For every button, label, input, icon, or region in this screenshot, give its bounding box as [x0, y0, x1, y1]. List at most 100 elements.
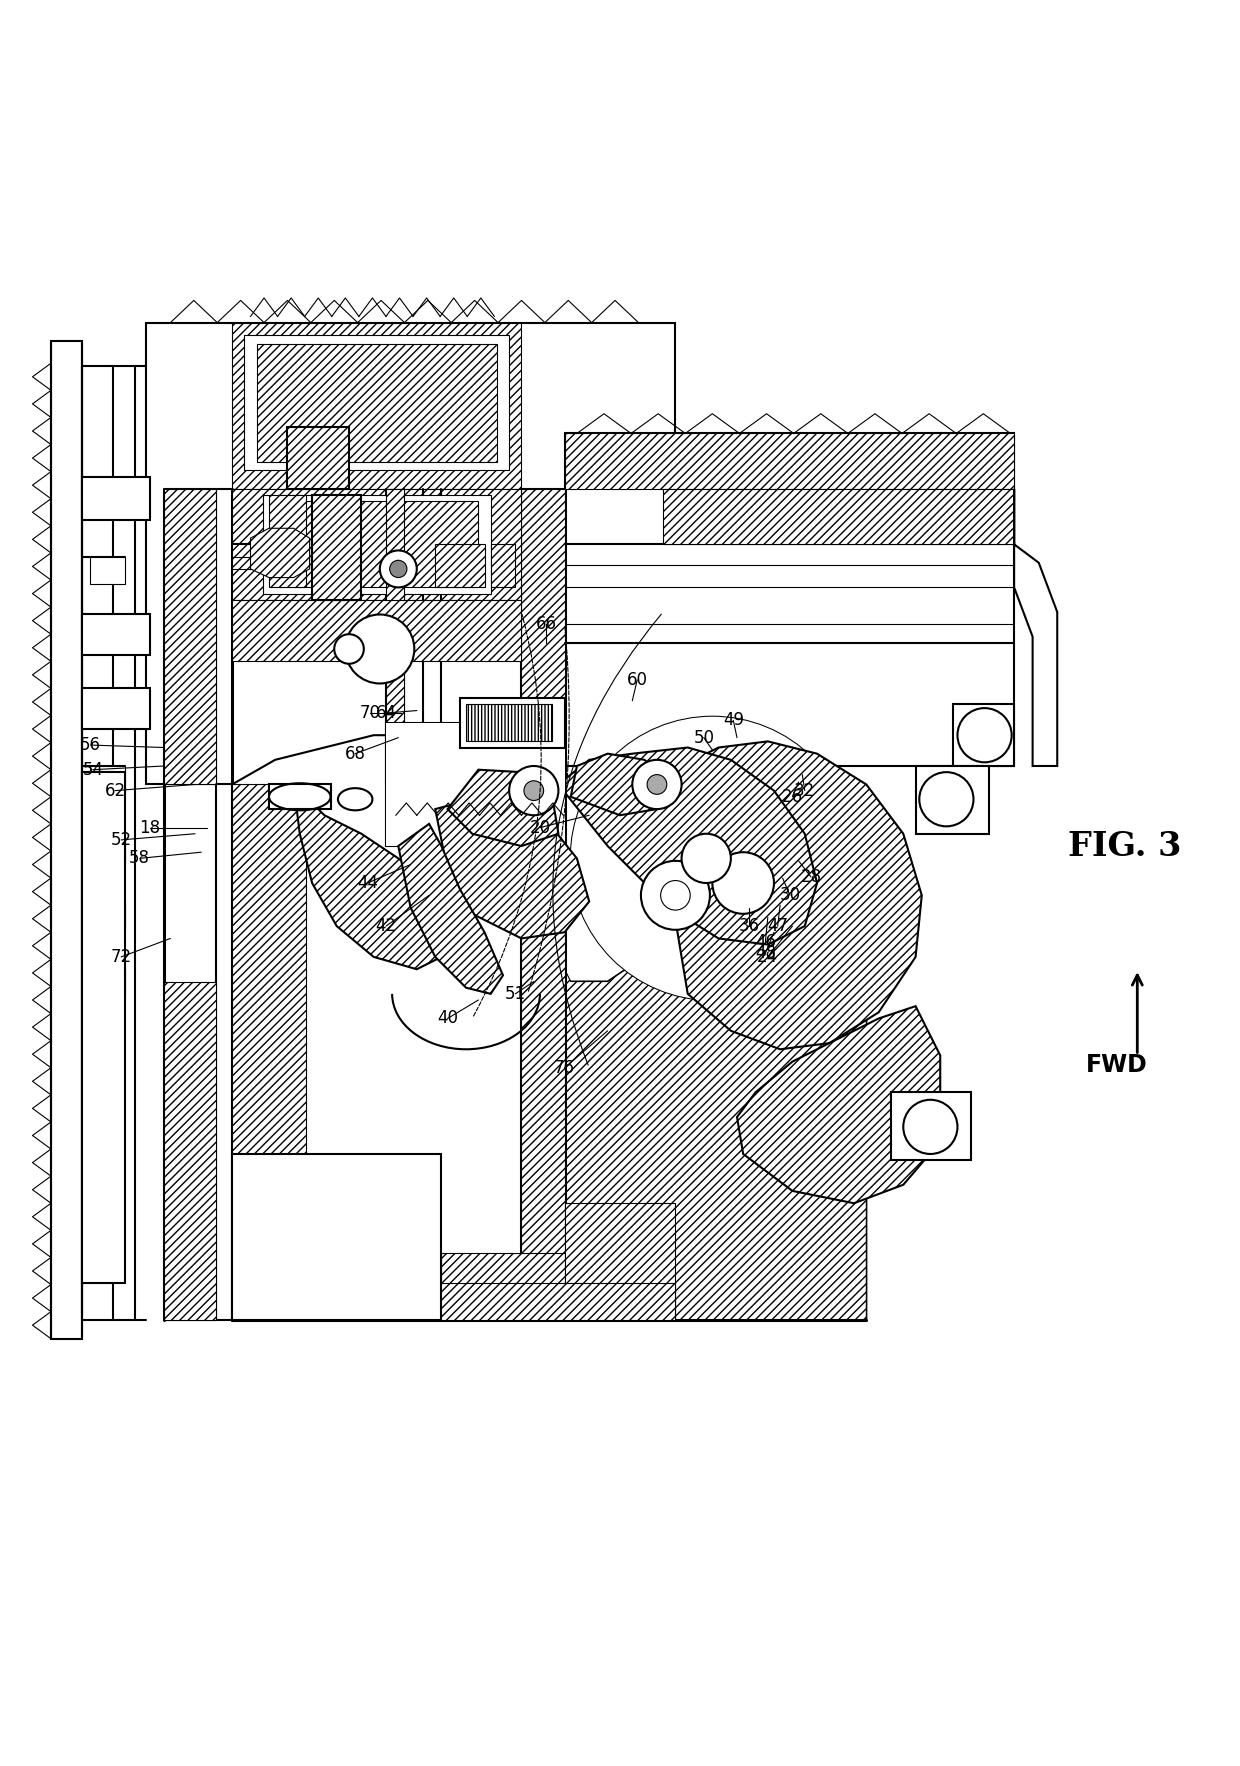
- Polygon shape: [558, 747, 817, 945]
- Text: 50: 50: [693, 729, 714, 747]
- Polygon shape: [91, 556, 125, 585]
- Text: 76: 76: [554, 1060, 575, 1077]
- Circle shape: [661, 881, 691, 909]
- Polygon shape: [1014, 489, 1058, 766]
- Polygon shape: [386, 722, 564, 846]
- Text: 70: 70: [360, 705, 381, 722]
- Polygon shape: [244, 336, 510, 470]
- Circle shape: [525, 781, 543, 800]
- Polygon shape: [232, 1153, 441, 1321]
- Circle shape: [647, 775, 667, 795]
- Text: 18: 18: [139, 819, 160, 837]
- Text: 66: 66: [536, 615, 557, 634]
- Polygon shape: [91, 698, 125, 726]
- Polygon shape: [250, 528, 310, 577]
- Text: FWD: FWD: [1085, 1053, 1147, 1077]
- Polygon shape: [435, 544, 485, 588]
- Polygon shape: [232, 735, 564, 1321]
- Polygon shape: [269, 494, 306, 588]
- Polygon shape: [570, 754, 670, 816]
- Polygon shape: [146, 323, 676, 784]
- Polygon shape: [164, 982, 216, 1321]
- Text: 49: 49: [723, 712, 744, 729]
- Polygon shape: [82, 477, 150, 519]
- Polygon shape: [288, 427, 348, 489]
- Circle shape: [903, 1100, 957, 1153]
- Text: 48: 48: [755, 945, 776, 962]
- Polygon shape: [232, 489, 522, 1321]
- Polygon shape: [91, 489, 125, 516]
- Text: 24: 24: [758, 948, 779, 966]
- Text: 58: 58: [129, 849, 150, 867]
- Polygon shape: [564, 1203, 676, 1321]
- Circle shape: [712, 853, 774, 913]
- Polygon shape: [312, 494, 361, 600]
- Polygon shape: [269, 784, 331, 809]
- Polygon shape: [232, 784, 306, 1321]
- Polygon shape: [386, 722, 564, 846]
- Text: 62: 62: [104, 782, 125, 800]
- Polygon shape: [564, 925, 867, 1321]
- Circle shape: [919, 772, 973, 826]
- Text: 47: 47: [768, 917, 789, 936]
- Polygon shape: [564, 433, 1014, 766]
- Text: FIG. 3: FIG. 3: [1069, 830, 1182, 862]
- Text: 28: 28: [800, 867, 821, 887]
- Polygon shape: [435, 800, 589, 938]
- Text: 72: 72: [110, 948, 131, 966]
- Polygon shape: [441, 1284, 676, 1321]
- Circle shape: [570, 717, 854, 1000]
- Polygon shape: [398, 825, 503, 994]
- Circle shape: [632, 759, 682, 809]
- Polygon shape: [51, 341, 82, 1339]
- Polygon shape: [663, 489, 1014, 544]
- Text: 51: 51: [505, 985, 526, 1003]
- Polygon shape: [82, 615, 150, 655]
- Text: 36: 36: [739, 917, 760, 936]
- Polygon shape: [564, 433, 1014, 489]
- Polygon shape: [386, 489, 404, 784]
- Polygon shape: [263, 494, 491, 593]
- Text: 46: 46: [755, 932, 776, 952]
- Polygon shape: [82, 772, 125, 1284]
- Circle shape: [510, 766, 558, 816]
- Circle shape: [641, 860, 711, 931]
- Polygon shape: [164, 489, 216, 784]
- Polygon shape: [737, 1007, 940, 1203]
- Text: 54: 54: [82, 761, 103, 779]
- Circle shape: [335, 634, 363, 664]
- Polygon shape: [294, 784, 448, 970]
- Polygon shape: [491, 544, 516, 588]
- Text: 32: 32: [794, 782, 816, 800]
- Circle shape: [345, 615, 414, 683]
- Circle shape: [570, 717, 854, 1000]
- Circle shape: [682, 834, 730, 883]
- Text: 20: 20: [529, 819, 551, 837]
- Polygon shape: [275, 502, 479, 588]
- Polygon shape: [91, 970, 125, 996]
- Text: 56: 56: [79, 736, 100, 754]
- Polygon shape: [232, 600, 522, 660]
- Text: 68: 68: [345, 745, 366, 763]
- Polygon shape: [82, 689, 150, 729]
- Polygon shape: [257, 344, 497, 461]
- Polygon shape: [91, 834, 125, 860]
- Circle shape: [389, 560, 407, 577]
- Circle shape: [379, 551, 417, 588]
- Polygon shape: [91, 766, 125, 793]
- Circle shape: [957, 708, 1012, 763]
- Polygon shape: [91, 625, 125, 652]
- Polygon shape: [441, 1252, 564, 1321]
- Text: 52: 52: [110, 830, 131, 849]
- Polygon shape: [460, 698, 564, 747]
- Text: 40: 40: [436, 1010, 458, 1028]
- Text: 30: 30: [780, 887, 801, 904]
- Polygon shape: [915, 766, 990, 834]
- Polygon shape: [663, 742, 921, 1049]
- Text: 42: 42: [376, 917, 397, 936]
- Polygon shape: [522, 489, 564, 1321]
- Text: 64: 64: [376, 705, 397, 722]
- Polygon shape: [466, 705, 552, 742]
- Polygon shape: [232, 323, 522, 489]
- Text: 60: 60: [626, 671, 647, 689]
